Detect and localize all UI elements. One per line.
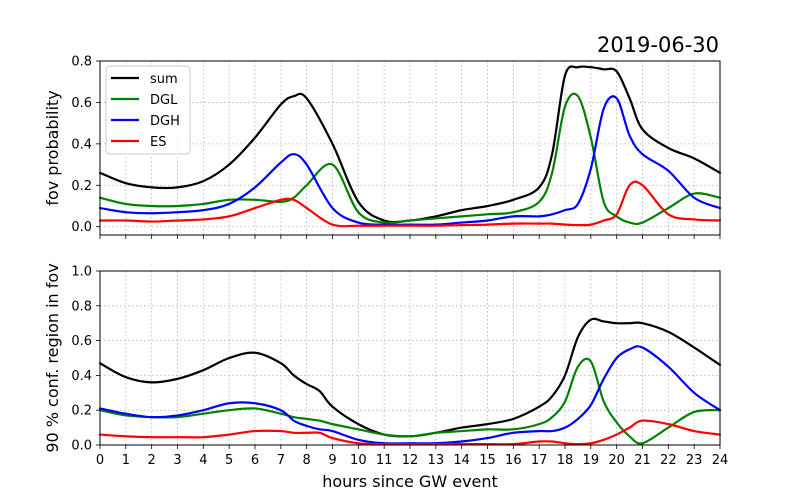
x-tick-label: 12 (402, 453, 419, 468)
top-axes-frame (99, 60, 721, 236)
top-y-tick-label: 0.4 (71, 137, 92, 152)
x-tick-label: 24 (712, 453, 729, 468)
x-tick-label: 15 (479, 453, 496, 468)
x-tick-label: 16 (505, 453, 522, 468)
top-y-tick-label: 0.0 (71, 220, 92, 235)
bottom-ticks: 0 1 2 3 4 5 6 7 8 9 10 11 12 13 14 15 16 17 18 19 20 21 22 23 24… (71, 265, 728, 469)
bottom-panel: 0 1 2 3 4 5 6 7 8 9 10 11 12 13 14 15 16 17 18 19 20 21 22 23 24… (43, 263, 728, 491)
x-tick-label: 8 (303, 453, 311, 468)
legend-label-dgl: DGL (150, 93, 178, 108)
top-series-line-dgh (98, 95, 722, 226)
x-tick-label: 11 (376, 453, 393, 468)
x-tick-label: 10 (350, 453, 367, 468)
legend-label-es: ES (150, 135, 166, 150)
bottom-series-line-dgl (98, 357, 722, 445)
x-tick-label: 19 (583, 453, 600, 468)
x-tick-label: 2 (148, 453, 156, 468)
bottom-y-tick-label: 0.2 (71, 404, 92, 419)
bottom-y-tick-label: 0.6 (71, 334, 92, 349)
bottom-y-tick-label: 0.0 (71, 439, 92, 454)
bottom-y-axis-title: 90 % conf. region in fov (43, 263, 62, 452)
x-tick-label: 9 (328, 453, 336, 468)
chart-title: 2019-06-30 (597, 33, 719, 57)
top-panel: 0.0 0.2 0.4 0.6 0.8 2019-06-30 fov probabili… (43, 33, 722, 239)
bottom-y-tick-label: 0.4 (71, 369, 92, 384)
bottom-y-tick-label: 0.8 (71, 299, 92, 314)
x-tick-label: 23 (686, 453, 703, 468)
top-ticks: 0.0 0.2 0.4 0.6 0.8 (71, 55, 721, 239)
x-tick-label: 21 (634, 453, 651, 468)
x-tick-label: 7 (277, 453, 285, 468)
x-tick-label: 0 (96, 453, 104, 468)
top-y-tick-label: 0.8 (71, 55, 92, 70)
x-tick-label: 17 (531, 453, 548, 468)
bottom-y-tick-label: 1.0 (71, 265, 92, 280)
legend-label-dgh: DGH (150, 114, 180, 129)
legend: sum DGL DGH ES (105, 65, 191, 155)
top-series-line-es (98, 180, 722, 228)
x-tick-label: 14 (453, 453, 470, 468)
x-tick-label: 3 (173, 453, 181, 468)
x-tick-label: 18 (557, 453, 574, 468)
top-series (98, 65, 722, 228)
legend-label-sum: sum (150, 72, 178, 87)
bottom-series-line-es (98, 419, 722, 446)
x-tick-label: 22 (660, 453, 677, 468)
top-series-line-dgl (98, 92, 722, 226)
x-tick-label: 20 (608, 453, 625, 468)
x-axis-title: hours since GW event (322, 472, 498, 491)
top-y-tick-label: 0.6 (71, 96, 92, 111)
x-tick-label: 4 (199, 453, 207, 468)
bottom-series (98, 317, 722, 446)
bottom-axes-frame (99, 270, 721, 446)
x-tick-label: 5 (225, 453, 233, 468)
x-tick-label: 6 (251, 453, 259, 468)
x-tick-label: 13 (428, 453, 445, 468)
legend-box (105, 65, 191, 155)
top-series-line-sum (98, 65, 722, 224)
top-y-axis-title: fov probability (43, 90, 62, 205)
x-tick-label: 1 (122, 453, 130, 468)
top-y-tick-label: 0.2 (71, 179, 92, 194)
